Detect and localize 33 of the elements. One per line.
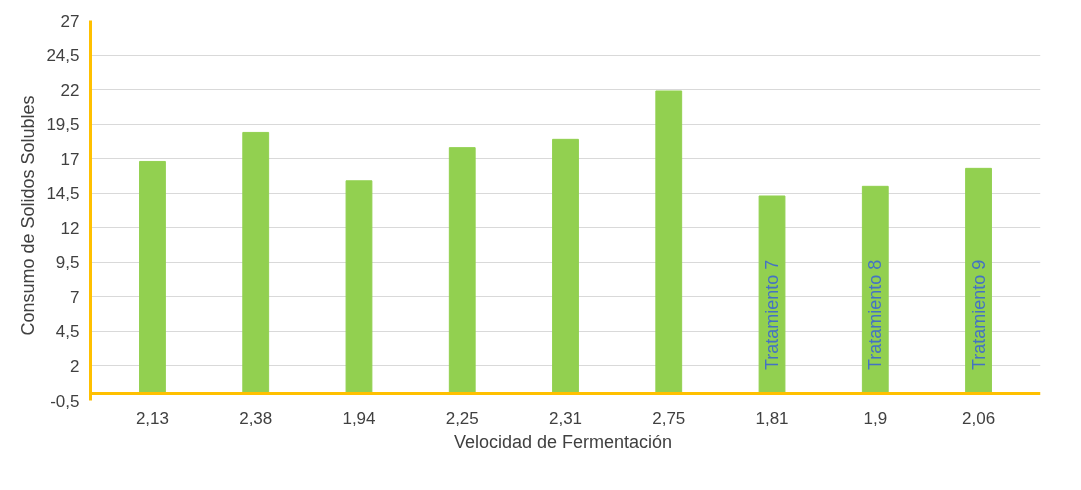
y-tick-label: 22 (60, 80, 80, 100)
x-tick-label: 2,13 (135, 408, 170, 428)
y-tick-label: 24,5 (46, 46, 80, 66)
y-tick-label: 7 (70, 287, 80, 307)
y-tick-label: 27 (60, 11, 80, 31)
y-tick-label: -0,5 (50, 391, 80, 411)
annotation: Tratamiento 8 (865, 259, 886, 371)
annotation: Tratamiento 7 (762, 259, 783, 371)
y-tick-label: 9,5 (55, 253, 80, 273)
x-tick-label: 1,94 (342, 408, 376, 428)
y-tick-label: 4,5 (55, 322, 80, 342)
bar (758, 195, 786, 395)
bar (448, 147, 476, 395)
y-tick-label: 14,5 (46, 184, 80, 204)
x-axis-title: Velocidad de Fermentación (453, 431, 673, 452)
bar (242, 131, 270, 395)
x-tick-label: 2,31 (548, 408, 583, 428)
x-tick-label: 2,75 (652, 408, 686, 428)
bar (139, 160, 166, 395)
bar (655, 90, 683, 395)
x-tick-label: 1,9 (863, 408, 888, 428)
y-tick-label: 17 (60, 149, 80, 169)
y-tick-label: 2 (70, 356, 80, 376)
y-tick-label: 12 (60, 218, 80, 238)
annotation: Tratamiento 9 (968, 259, 989, 371)
x-tick-label: 2,06 (962, 408, 996, 428)
y-tick-label: 19,5 (46, 115, 80, 135)
bar (552, 138, 579, 395)
x-tick-label: 1,81 (755, 408, 789, 428)
x-tick-label: 2,25 (445, 408, 479, 428)
x-tick-label: 2,38 (239, 408, 273, 428)
y-axis-title: Consumo de Solidos Solubles (18, 95, 39, 336)
bar (345, 180, 373, 395)
